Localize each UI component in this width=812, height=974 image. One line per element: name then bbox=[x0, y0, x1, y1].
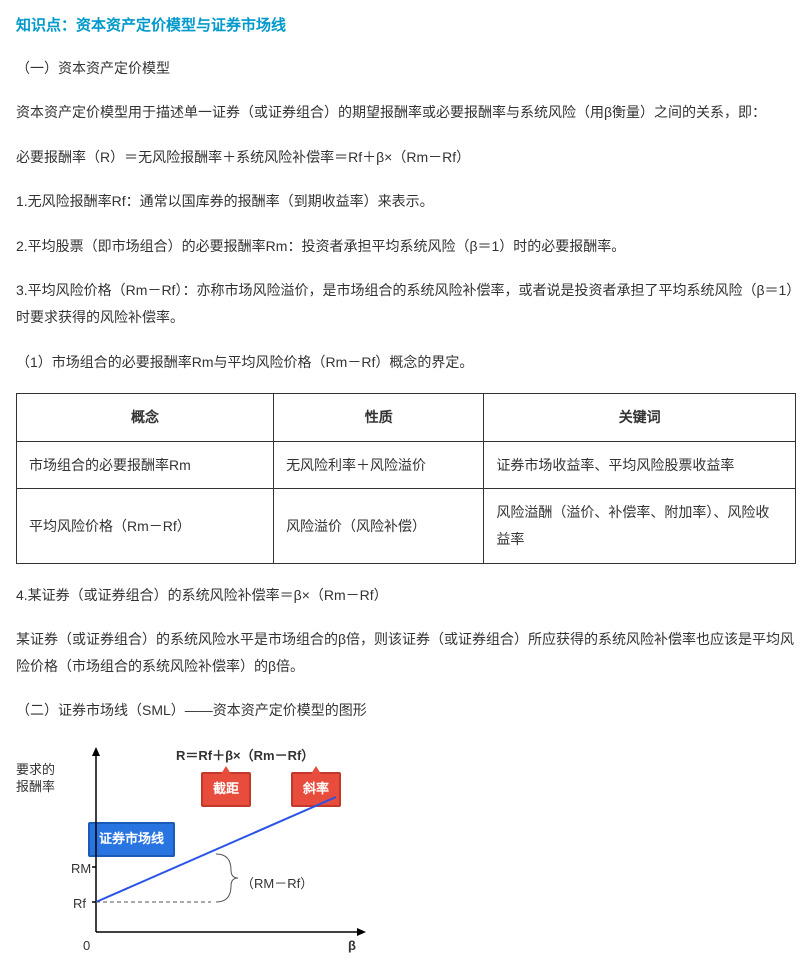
section2-heading: （二）证券市场线（SML）——资本资产定价模型的图形 bbox=[16, 697, 796, 724]
intro-paragraph: 资本资产定价模型用于描述单一证券（或证券组合）的期望报酬率或必要报酬率与系统风险… bbox=[16, 99, 796, 126]
table-row: 平均风险价格（Rm－Rf） 风险溢价（风险补偿） 风险溢酬（溢价、补偿率、附加率… bbox=[17, 489, 796, 563]
th-nature: 性质 bbox=[274, 394, 484, 442]
cell: 风险溢酬（溢价、补偿率、附加率）、风险收益率 bbox=[484, 489, 796, 563]
point-rf: 1.无风险报酬率Rf：通常以国库券的报酬率（到期收益率）来表示。 bbox=[16, 188, 796, 215]
cell: 市场组合的必要报酬率Rm bbox=[17, 441, 274, 489]
point-4: 4.某证券（或证券组合）的系统风险补偿率＝β×（Rm－Rf） bbox=[16, 582, 796, 609]
page-title: 知识点：资本资产定价模型与证券市场线 bbox=[16, 12, 796, 41]
cell: 无风险利率＋风险溢价 bbox=[274, 441, 484, 489]
th-keyword: 关键词 bbox=[484, 394, 796, 442]
section1-heading: （一）资本资产定价模型 bbox=[16, 55, 796, 82]
sub-point-1: （1）市场组合的必要报酬率Rm与平均风险价格（Rm－Rf）概念的界定。 bbox=[16, 349, 796, 376]
chart-svg bbox=[66, 742, 386, 952]
cell: 证券市场收益率、平均风险股票收益率 bbox=[484, 441, 796, 489]
cell: 风险溢价（风险补偿） bbox=[274, 489, 484, 563]
cell: 平均风险价格（Rm－Rf） bbox=[17, 489, 274, 563]
table-row: 市场组合的必要报酬率Rm 无风险利率＋风险溢价 证券市场收益率、平均风险股票收益… bbox=[17, 441, 796, 489]
th-concept: 概念 bbox=[17, 394, 274, 442]
capm-formula: 必要报酬率（R）＝无风险报酬率＋系统风险补偿率＝Rf＋β×（Rm－Rf） bbox=[16, 144, 796, 171]
y-axis-label: 要求的 报酬率 bbox=[16, 762, 55, 796]
point-risk-premium: 3.平均风险价格（Rm－Rf）：亦称市场风险溢价，是市场组合的系统风险补偿率，或… bbox=[16, 277, 796, 330]
sml-chart: 要求的 报酬率 R＝Rf＋β×（Rm－Rf） 截距 斜率 证券市场线 RM Rf… bbox=[16, 742, 406, 962]
concept-table: 概念 性质 关键词 市场组合的必要报酬率Rm 无风险利率＋风险溢价 证券市场收益… bbox=[16, 393, 796, 563]
beta-paragraph: 某证券（或证券组合）的系统风险水平是市场组合的β倍，则该证券（或证券组合）所应获… bbox=[16, 626, 796, 679]
point-rm: 2.平均股票（即市场组合）的必要报酬率Rm：投资者承担平均系统风险（β＝1）时的… bbox=[16, 233, 796, 260]
